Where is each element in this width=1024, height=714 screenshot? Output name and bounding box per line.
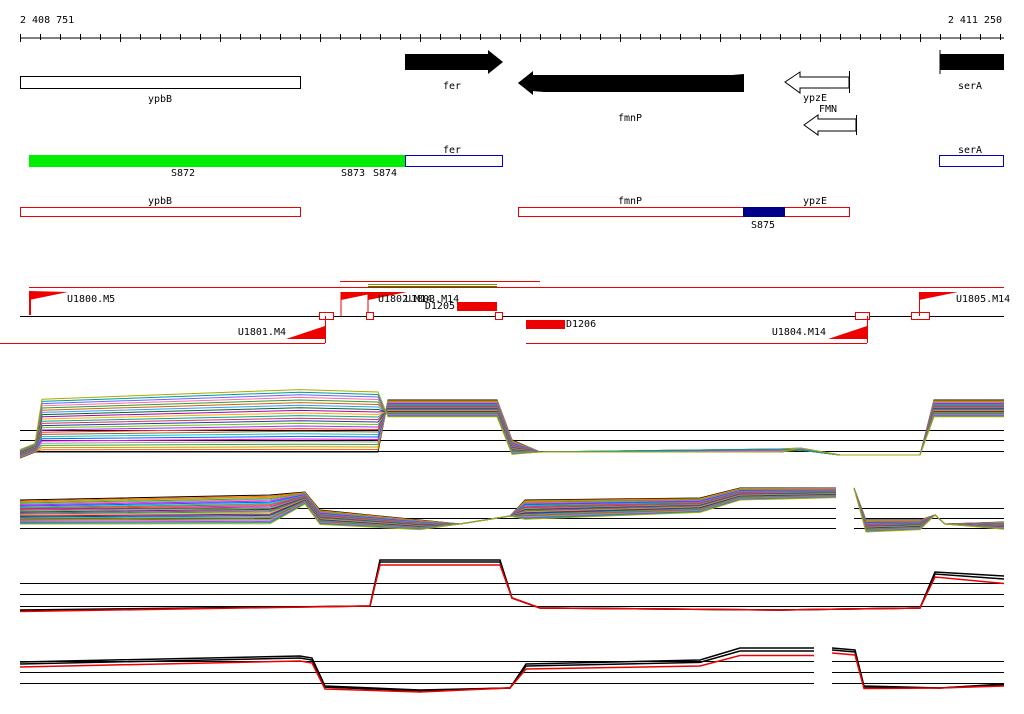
gene-fmnP-label: fmnP [618, 113, 642, 124]
expression-summary-trace [831, 649, 1005, 689]
segment-S872-S874-bar[interactable] [29, 155, 405, 167]
transcript-track: U1800.M5 U1802.M14 U1803.M14 D1205 D1206… [0, 281, 1010, 344]
annotation-fer-label: fer [443, 145, 461, 156]
transcript-U1805-flag[interactable] [919, 292, 958, 300]
terminator-marker-4 [855, 312, 870, 320]
annotation-ypzE-label: ypzE [803, 196, 827, 207]
gene-ypbB-box[interactable] [20, 76, 301, 89]
transcript-U1804-label: U1804.M14 [772, 327, 826, 338]
gene-track: ypbB fer fmnP ypzE FMN serA [20, 50, 1004, 136]
segment-S872-label: S872 [171, 168, 195, 179]
segment-S875-bar[interactable] [743, 207, 785, 217]
gene-serA-box[interactable] [940, 54, 1004, 70]
annotation-fer-box[interactable] [405, 155, 503, 167]
coord-end-label: 2 411 250 [948, 15, 1002, 26]
bar-D1205[interactable] [457, 302, 497, 311]
expression-panel-forward-summary [19, 559, 1005, 613]
annotation-fmnP-label: fmnP [618, 196, 642, 207]
gene-ypzE-label: ypzE [803, 93, 827, 104]
bar-D1206-label: D1206 [566, 319, 596, 330]
gene-ypzE-arrow[interactable] [784, 71, 850, 94]
expression-summary-trace [19, 564, 1005, 613]
transcript-U1803-label: U1803.M14 [405, 294, 459, 305]
riboswitch-FMN-label: FMN [819, 104, 837, 115]
gene-fmnP-arrow-body[interactable] [518, 71, 744, 95]
expression-summary-trace [19, 654, 814, 693]
terminator-marker-2 [366, 312, 374, 320]
ruler-ticks [20, 34, 1001, 42]
segment-track: S872 S873 S874 fer serA ypbB fmnP ypzE S… [20, 145, 1004, 231]
coord-start-label: 2 408 751 [20, 15, 74, 26]
gene-serA-label: serA [958, 81, 982, 92]
terminator-marker-3 [495, 312, 503, 320]
annotation-ypbB-box[interactable] [20, 207, 301, 217]
terminator-marker-5 [911, 312, 930, 320]
coordinate-ruler: 2 408 751 2 411 250 [20, 15, 1004, 42]
annotation-serA-box[interactable] [939, 155, 1004, 167]
transcript-U1802-label: U1802.M14 [378, 294, 432, 305]
annotation-ypbB-label: ypbB [148, 196, 172, 207]
gene-fer-label: fer [443, 81, 461, 92]
riboswitch-FMN-arrow[interactable] [803, 114, 857, 136]
terminator-marker-1 [319, 312, 334, 320]
expression-trace [19, 497, 837, 531]
annotation-serA-label: serA [958, 145, 982, 156]
expression-panel-reverse-summary [19, 647, 1005, 693]
expression-summary-trace [19, 561, 1005, 612]
bar-D1206[interactable] [526, 320, 565, 329]
expression-summary-trace [19, 559, 1005, 611]
expression-panel-reverse [19, 487, 1005, 533]
expression-trace [19, 389, 1004, 456]
transcript-U1803-flag[interactable] [368, 292, 407, 300]
expression-summary-trace [19, 650, 814, 692]
annotation-fmnP-box[interactable] [518, 207, 850, 217]
transcript-U1800-flag[interactable] [29, 292, 68, 300]
segment-S875-label: S875 [751, 220, 775, 231]
segment-S874-label: S874 [373, 168, 397, 179]
bar-D1205-label: D1205 [425, 301, 455, 312]
gene-ypbB-label: ypbB [148, 94, 172, 105]
transcript-U1801-flag[interactable] [286, 326, 325, 339]
expression-trace [853, 487, 1005, 533]
gene-fer-arrow[interactable] [405, 50, 503, 74]
transcript-U1805-label: U1805.M14 [956, 294, 1010, 305]
transcript-U1800-label: U1800.M5 [67, 294, 115, 305]
transcript-U1804-flag[interactable] [828, 326, 867, 339]
expression-panel-forward [19, 389, 1004, 459]
transcript-U1801-label: U1801.M4 [238, 327, 286, 338]
segment-S873-label: S873 [341, 168, 365, 179]
expression-summary-trace [831, 652, 1005, 690]
